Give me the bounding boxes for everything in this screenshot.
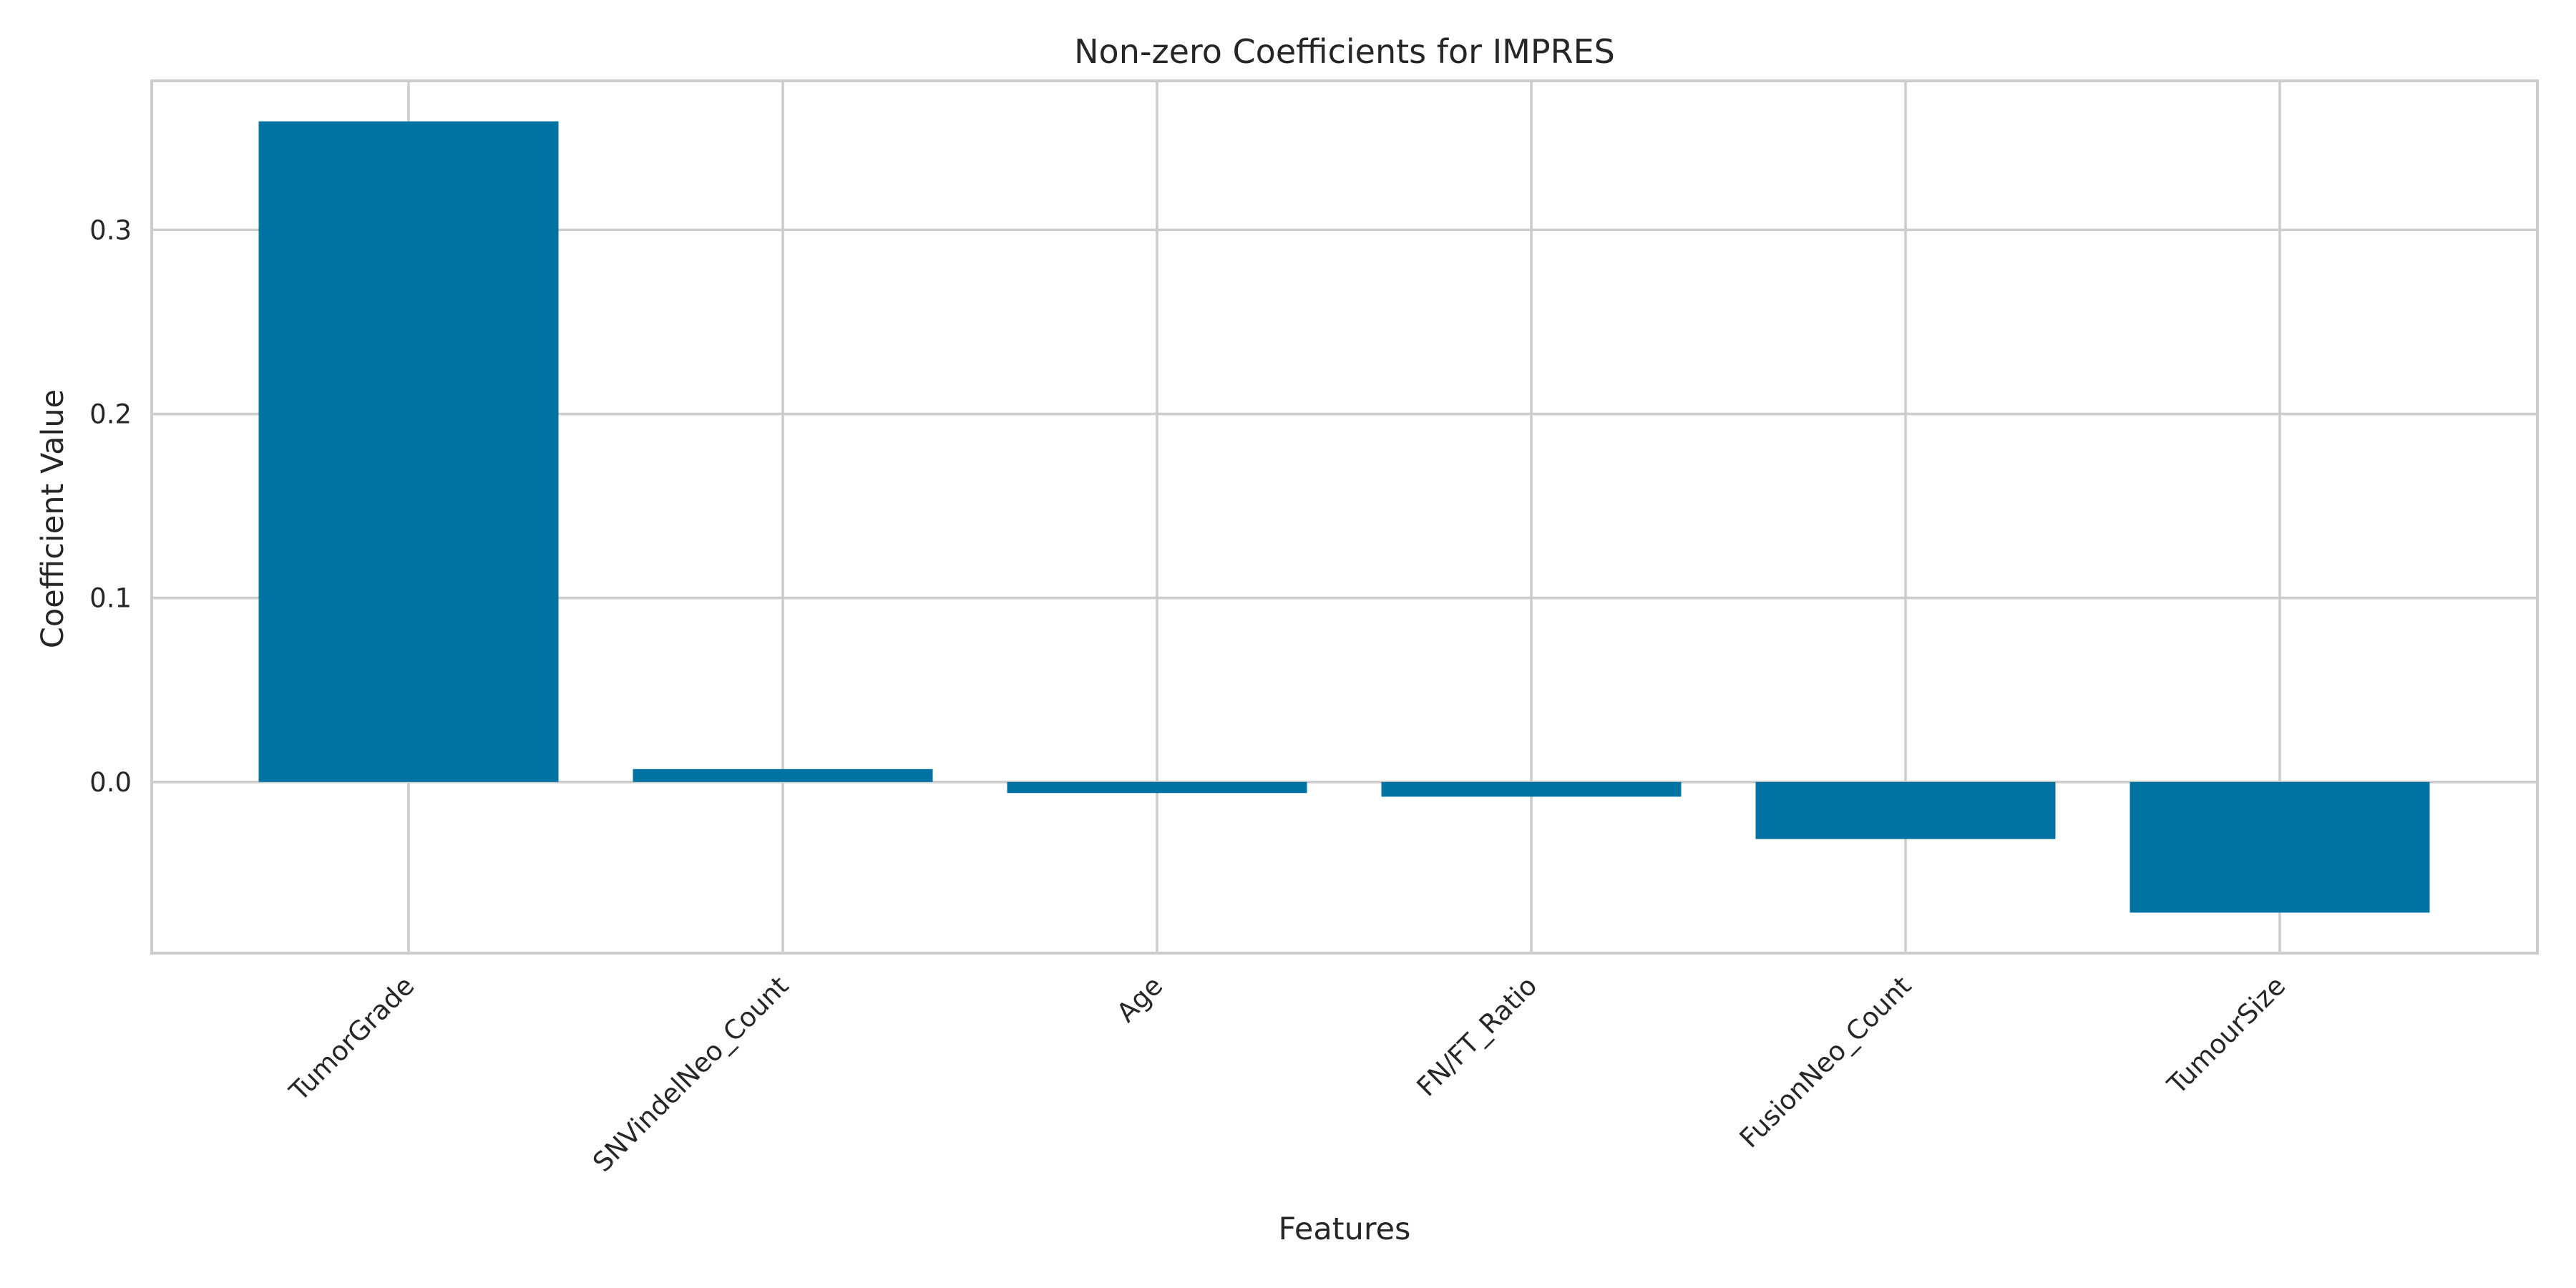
bar-snvindelneo-count <box>633 769 933 782</box>
y-tick-label: 0.2 <box>89 399 132 429</box>
bar-fusionneo-count <box>1755 781 2056 839</box>
y-tick-label: 0.0 <box>89 767 132 798</box>
x-axis-label: Features <box>1279 1211 1411 1247</box>
plot-frame <box>150 79 2539 955</box>
bar-fn-ft-ratio <box>1381 781 1682 797</box>
y-axis-ticks: 0.0 0.1 0.2 0.3 <box>89 215 132 798</box>
y-axis-label: Coefficient Value <box>35 389 71 648</box>
bar-age <box>1007 781 1307 794</box>
chart-title: Non-zero Coefficients for IMPRES <box>1074 32 1615 71</box>
bar-tumorgrade <box>258 121 559 782</box>
y-tick-label: 0.3 <box>89 215 132 245</box>
bars <box>258 121 2430 913</box>
y-tick-label: 0.1 <box>89 583 132 614</box>
bar-tumoursize <box>2129 781 2430 913</box>
